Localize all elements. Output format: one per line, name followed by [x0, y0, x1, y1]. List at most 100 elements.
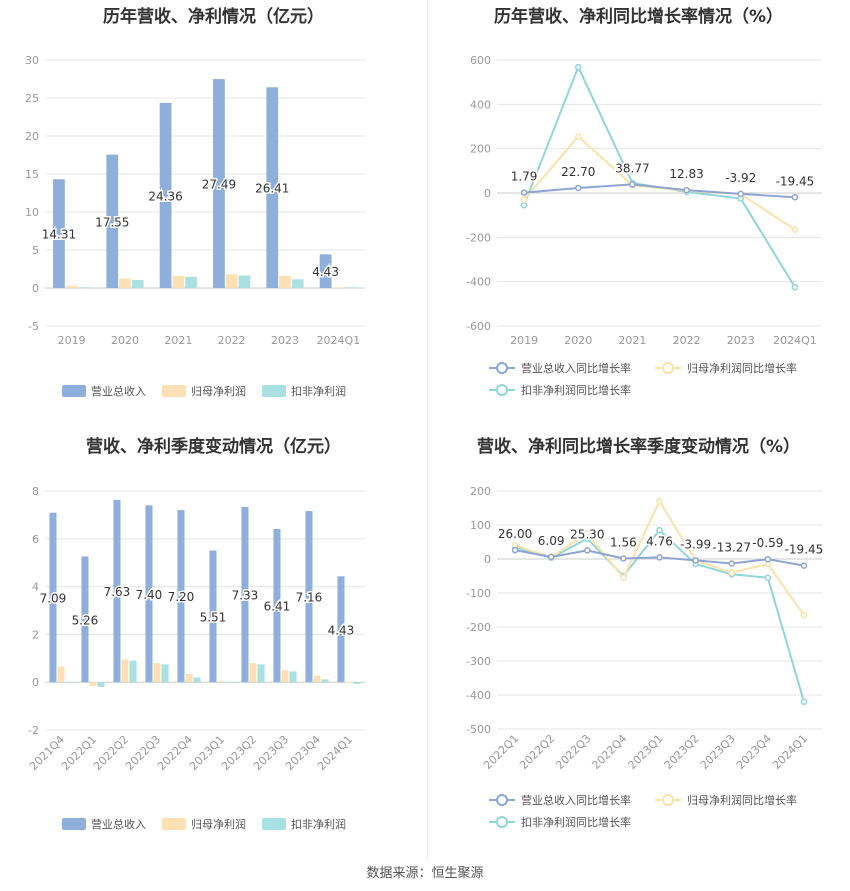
x-tick-label: 2023Q1	[626, 732, 666, 772]
y-tick-label: 20	[25, 130, 39, 143]
legend-marker-icon	[496, 362, 508, 374]
series-point	[692, 557, 699, 564]
legend-swatch-icon	[262, 385, 286, 397]
x-tick-label: 2022	[218, 334, 246, 347]
legend-swatch-icon	[62, 818, 86, 830]
x-tick-label: 2024Q1	[770, 732, 810, 772]
x-tick-label: 2023Q4	[734, 732, 774, 772]
legend-label: 归母净利润	[191, 817, 246, 831]
x-tick-label: 2022Q1	[481, 732, 521, 772]
bar	[65, 682, 73, 683]
y-tick-label: 10	[25, 206, 39, 219]
bar-data-label: 5.26	[72, 613, 99, 627]
series-point	[575, 184, 582, 192]
bar-data-label: 26.41	[255, 182, 289, 196]
bar	[78, 287, 91, 289]
series-point	[575, 63, 582, 71]
x-tick-label: 2022Q3	[553, 732, 593, 772]
bar	[159, 102, 172, 288]
y-tick-label: 200	[470, 143, 491, 156]
series-point	[728, 560, 735, 567]
bar	[113, 499, 121, 683]
bar	[345, 287, 357, 289]
x-tick-label: 2021	[618, 334, 646, 347]
bar	[209, 550, 217, 683]
series-point	[737, 190, 744, 198]
chart-title: 历年营收、净利情况（亿元）	[103, 7, 324, 27]
bar	[185, 276, 197, 288]
x-tick-label: 2022Q4	[589, 732, 629, 772]
bar	[131, 280, 144, 288]
bar	[53, 179, 65, 288]
series-point	[656, 554, 663, 561]
bar-data-label: 27.49	[202, 178, 236, 192]
legend-swatch-icon	[62, 385, 86, 397]
bar	[266, 87, 279, 288]
y-tick-label: 8	[32, 485, 39, 498]
bar-data-label: 4.43	[328, 623, 355, 637]
chart-title: 历年营收、净利同比增长率情况（%）	[493, 7, 784, 27]
legend-label: 扣非净利润	[291, 817, 346, 831]
line-data-label: -0.59	[752, 536, 783, 550]
bar	[313, 675, 321, 683]
x-tick-label: 2020	[564, 334, 592, 347]
series-point	[791, 283, 799, 291]
x-tick-label: 2020	[111, 334, 139, 347]
annual-bar-svg: 30 25 20 15 10 5 0 -5 2019 2020 2021 2022 2023 2024Q1…	[25, 54, 365, 398]
series-point	[511, 546, 519, 554]
line-data-label: 1.79	[511, 170, 538, 184]
series-point	[620, 574, 627, 581]
series-point	[800, 611, 808, 619]
x-tick-label: 2023Q2	[662, 732, 702, 772]
bar-data-label: 14.31	[42, 228, 76, 242]
legend-label: 归母净利润	[191, 384, 246, 398]
line-data-label: 12.83	[669, 167, 703, 181]
bar	[193, 677, 201, 683]
bar	[238, 275, 251, 288]
series-line	[523, 183, 795, 199]
bar	[332, 287, 345, 289]
line-data-label: 22.70	[561, 165, 595, 179]
y-tick-label: 0	[32, 282, 39, 295]
x-tick-label: 2019	[510, 334, 538, 347]
bar	[145, 505, 153, 683]
quarter-bar-svg: 86420-22021Q42022Q12022Q22022Q32022Q4202…	[27, 485, 365, 831]
bar	[106, 154, 119, 288]
series-point	[791, 226, 799, 233]
bar-data-label: 4.43	[312, 265, 339, 279]
y-tick-label: -500	[466, 723, 491, 736]
x-tick-label: 2023	[271, 334, 299, 347]
legend-label: 扣非净利润	[291, 384, 346, 398]
bar	[279, 275, 291, 288]
bar	[305, 511, 313, 683]
series-point	[728, 569, 735, 576]
bar	[273, 529, 281, 683]
y-tick-label: -100	[466, 587, 491, 600]
line-data-label: 38.77	[615, 161, 649, 175]
y-tick-label: -400	[466, 689, 491, 702]
line-data-label: 4.76	[646, 534, 673, 548]
series-point	[575, 133, 582, 140]
y-tick-label: 4	[32, 581, 39, 594]
annual-growth-rate-chart: 历年营收、净利同比增长率情况（%） 600 400 200 0 -200 -400 -600…	[427, 0, 850, 410]
bar	[321, 679, 329, 683]
y-tick-label: 100	[470, 519, 491, 532]
legend-label: 扣非净利润同比增长率	[521, 383, 631, 397]
series-point	[520, 201, 528, 209]
series-point	[547, 553, 555, 561]
x-tick-label: 2021	[164, 334, 192, 347]
y-tick-label: -400	[466, 276, 491, 289]
bar	[97, 682, 105, 687]
series-point	[764, 555, 772, 563]
x-tick-label: 2024Q1	[317, 334, 361, 347]
bar	[225, 274, 238, 288]
series-point	[800, 698, 808, 706]
y-tick-label: 600	[470, 54, 491, 67]
series-point	[584, 530, 591, 537]
legend-marker-icon	[662, 362, 674, 374]
chart-title: 营收、净利同比增长率季度变动情况（%）	[476, 437, 801, 457]
line-data-label: 1.56	[610, 535, 637, 549]
series-point	[764, 574, 772, 581]
bar	[153, 663, 161, 683]
bar	[213, 79, 225, 289]
